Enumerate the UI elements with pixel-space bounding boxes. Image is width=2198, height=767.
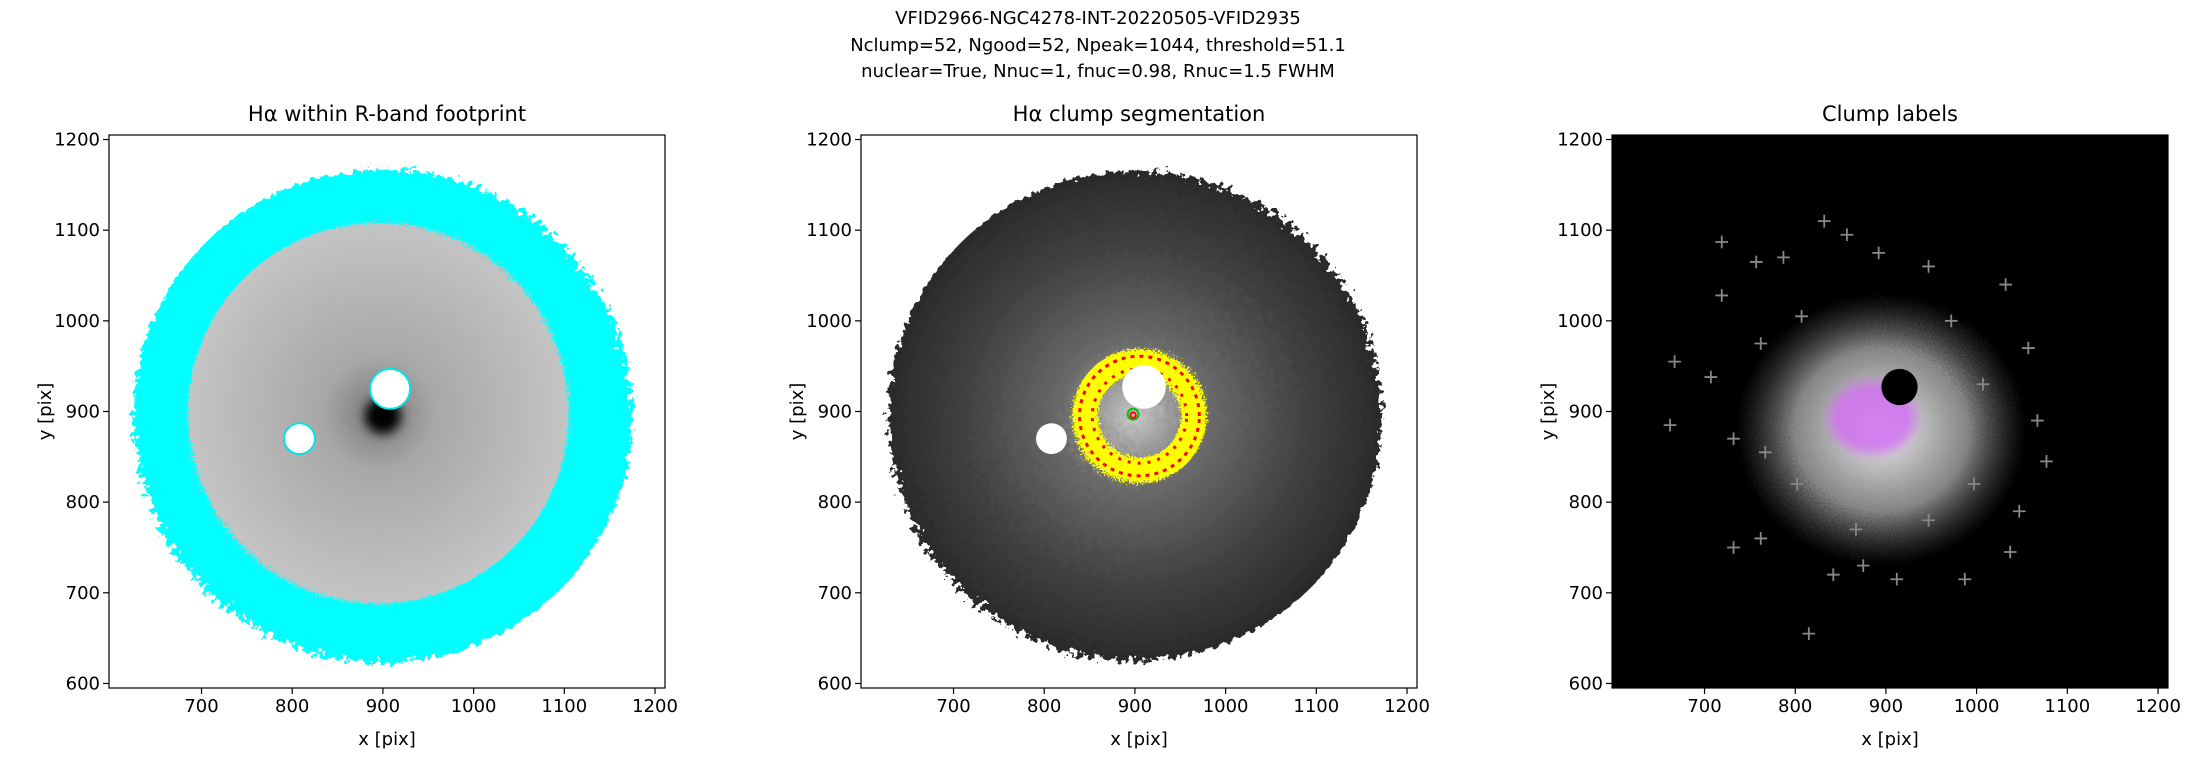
x-tick-label: 1000	[1203, 696, 1249, 717]
x-tick-label: 1000	[451, 696, 497, 717]
y-tick-label: 1100	[54, 220, 100, 241]
y-tick-label: 700	[818, 583, 852, 604]
image	[1612, 135, 2168, 688]
x-axis-label: x [pix]	[1861, 729, 1919, 750]
y-tick-label: 800	[1569, 492, 1603, 513]
x-tick-label: 1200	[632, 696, 678, 717]
y-tick-label: 1000	[54, 311, 100, 332]
y-tick-label: 1200	[54, 130, 100, 151]
x-axis-label: x [pix]	[1110, 729, 1168, 750]
x-tick-label: 800	[1027, 696, 1061, 717]
y-tick-label: 900	[1569, 402, 1603, 423]
x-tick-label: 700	[1687, 696, 1721, 717]
y-axis-label: y [pix]	[787, 383, 808, 441]
y-tick-label: 1200	[806, 130, 852, 151]
x-tick-label: 1000	[1954, 696, 2000, 717]
x-tick-label: 1100	[1293, 696, 1339, 717]
suptitle: VFID2966-NGC4278-INT-20220505-VFID2935 N…	[850, 8, 1346, 82]
suptitle-line: VFID2966-NGC4278-INT-20220505-VFID2935	[895, 8, 1301, 29]
y-axis-label: y [pix]	[35, 383, 56, 441]
y-tick-label: 1200	[1557, 130, 1603, 151]
y-tick-label: 1100	[806, 220, 852, 241]
y-axis-label: y [pix]	[1538, 383, 1559, 441]
y-tick-label: 600	[1569, 673, 1603, 694]
y-tick-label: 1000	[1557, 311, 1603, 332]
x-tick-label: 800	[275, 696, 309, 717]
suptitle-line: Nclump=52, Ngood=52, Npeak=1044, thresho…	[850, 35, 1346, 56]
axes-title: Hα clump segmentation	[1013, 102, 1266, 126]
y-tick-label: 800	[66, 492, 100, 513]
image-clip	[133, 169, 633, 663]
axes-title: Clump labels	[1822, 102, 1958, 126]
y-tick-label: 900	[66, 402, 100, 423]
y-tick-label: 1100	[1557, 220, 1603, 241]
y-tick-label: 1000	[806, 311, 852, 332]
y-tick-label: 600	[66, 673, 100, 694]
x-tick-label: 700	[184, 696, 218, 717]
y-tick-label: 700	[1569, 583, 1603, 604]
image	[133, 169, 633, 663]
y-tick-label: 800	[818, 492, 852, 513]
image-clip	[888, 171, 1382, 661]
x-tick-label: 900	[1869, 696, 1903, 717]
y-tick-label: 600	[818, 673, 852, 694]
y-tick-label: 700	[66, 583, 100, 604]
y-tick-label: 900	[818, 402, 852, 423]
x-tick-label: 900	[366, 696, 400, 717]
x-tick-label: 700	[936, 696, 970, 717]
axes-title: Hα within R-band footprint	[248, 102, 526, 126]
image-clip	[1612, 135, 2168, 688]
x-tick-label: 900	[1118, 696, 1152, 717]
suptitle-line: nuclear=True, Nnuc=1, fnuc=0.98, Rnuc=1.…	[861, 61, 1335, 82]
x-tick-label: 1100	[541, 696, 587, 717]
x-tick-label: 1200	[2135, 696, 2181, 717]
x-tick-label: 1100	[2044, 696, 2090, 717]
x-tick-label: 800	[1778, 696, 1812, 717]
x-tick-label: 1200	[1384, 696, 1430, 717]
image	[888, 171, 1382, 661]
x-axis-label: x [pix]	[358, 729, 416, 750]
